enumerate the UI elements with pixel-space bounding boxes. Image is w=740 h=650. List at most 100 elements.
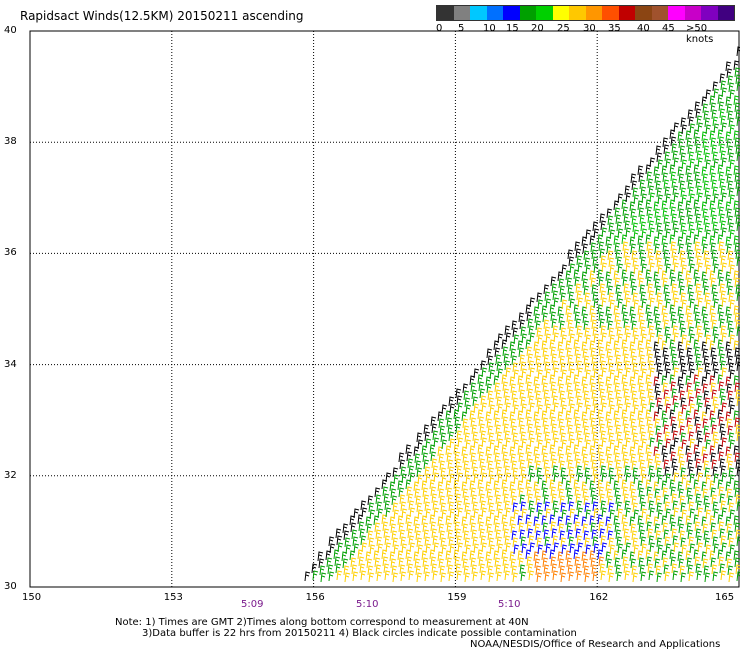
wind-barb	[560, 292, 567, 303]
wind-barb	[584, 327, 591, 338]
wind-barb	[561, 439, 568, 450]
wind-barb	[697, 227, 704, 238]
wind-barb	[624, 535, 631, 546]
wind-barb	[729, 369, 736, 380]
wind-barb	[702, 243, 709, 254]
wind-barb	[527, 563, 534, 574]
wind-barb	[687, 424, 694, 435]
wind-barb	[502, 381, 509, 392]
wind-barb	[569, 473, 576, 484]
wind-barb	[518, 557, 525, 568]
wind-barb	[345, 544, 352, 555]
wind-barb	[697, 192, 704, 203]
wind-barb	[519, 319, 526, 330]
wind-barb	[390, 488, 397, 499]
wind-barb	[655, 565, 662, 576]
wind-barb	[566, 347, 573, 358]
wind-barb	[607, 355, 614, 366]
wind-barb	[726, 558, 733, 569]
wind-barb	[733, 410, 740, 421]
wind-barb	[606, 278, 613, 289]
wind-barb	[648, 535, 655, 546]
wind-barb	[609, 439, 616, 450]
wind-barb	[656, 537, 663, 548]
wind-barb	[624, 570, 631, 581]
wind-barb	[536, 537, 543, 548]
wind-barb	[430, 556, 437, 567]
legend-swatch	[437, 6, 454, 20]
wind-barb	[711, 494, 718, 505]
wind-barb	[694, 556, 701, 567]
wind-barb	[678, 488, 685, 499]
wind-barb	[512, 467, 519, 478]
wind-barb	[550, 556, 557, 567]
wind-barb	[711, 214, 718, 225]
wind-barb	[534, 383, 541, 394]
wind-barb	[686, 487, 693, 498]
wind-barb	[728, 432, 735, 443]
wind-barb	[545, 508, 552, 519]
wind-barb	[536, 467, 543, 478]
wind-barb	[665, 543, 672, 554]
wind-barb	[633, 509, 640, 520]
wind-barb	[598, 416, 605, 427]
wind-barb	[456, 535, 463, 546]
wind-barb	[678, 243, 685, 254]
wind-barb	[583, 355, 590, 366]
wind-barb	[575, 423, 582, 434]
wind-barb	[496, 361, 503, 372]
wind-barb	[439, 565, 446, 576]
wind-barb	[649, 192, 656, 203]
wind-barb	[713, 228, 720, 239]
wind-barb	[601, 227, 608, 238]
wind-barb	[656, 362, 663, 373]
wind-barb	[673, 262, 680, 273]
wind-barb	[703, 320, 710, 331]
wind-barb	[665, 508, 672, 519]
wind-barb	[600, 220, 607, 231]
wind-barb	[689, 438, 696, 449]
wind-barb	[696, 220, 703, 231]
wind-barb	[719, 178, 726, 189]
wind-barb	[598, 276, 605, 287]
wind-barb	[671, 493, 678, 504]
wind-barb	[728, 362, 735, 373]
wind-barb	[712, 466, 719, 477]
wind-barb	[662, 452, 669, 463]
wind-barb	[376, 571, 383, 582]
note-line-1: Note: 1) Times are GMT 2)Times along bot…	[115, 617, 529, 628]
wind-barb	[432, 500, 439, 511]
time-label-1: 5:09	[241, 599, 264, 610]
wind-barb	[640, 221, 647, 232]
wind-barb	[414, 523, 421, 534]
wind-barb	[480, 395, 487, 406]
wind-barb	[536, 327, 543, 338]
wind-barb	[696, 185, 703, 196]
wind-barb	[494, 557, 501, 568]
wind-barb	[704, 292, 711, 303]
wind-barb	[497, 543, 504, 554]
wind-barb	[551, 458, 558, 469]
wind-barb	[646, 451, 653, 462]
wind-barb	[416, 432, 423, 443]
wind-barb	[640, 536, 647, 547]
wind-barb	[733, 130, 740, 141]
wind-barb	[599, 423, 606, 434]
wind-barb	[665, 263, 672, 274]
wind-barb	[689, 473, 696, 484]
wind-barb	[641, 543, 648, 554]
wind-barb	[601, 367, 608, 378]
wind-barb	[673, 472, 680, 483]
wind-barb	[376, 501, 383, 512]
wind-barb	[487, 530, 494, 541]
wind-barb	[367, 495, 374, 506]
wind-barb	[591, 424, 598, 435]
wind-barb	[583, 530, 590, 541]
wind-barb	[542, 417, 549, 428]
wind-barb	[462, 523, 469, 534]
wind-barb	[439, 425, 446, 436]
wind-barb	[551, 318, 558, 329]
wind-barb	[665, 333, 672, 344]
wind-barb	[694, 486, 701, 497]
wind-barb	[646, 486, 653, 497]
